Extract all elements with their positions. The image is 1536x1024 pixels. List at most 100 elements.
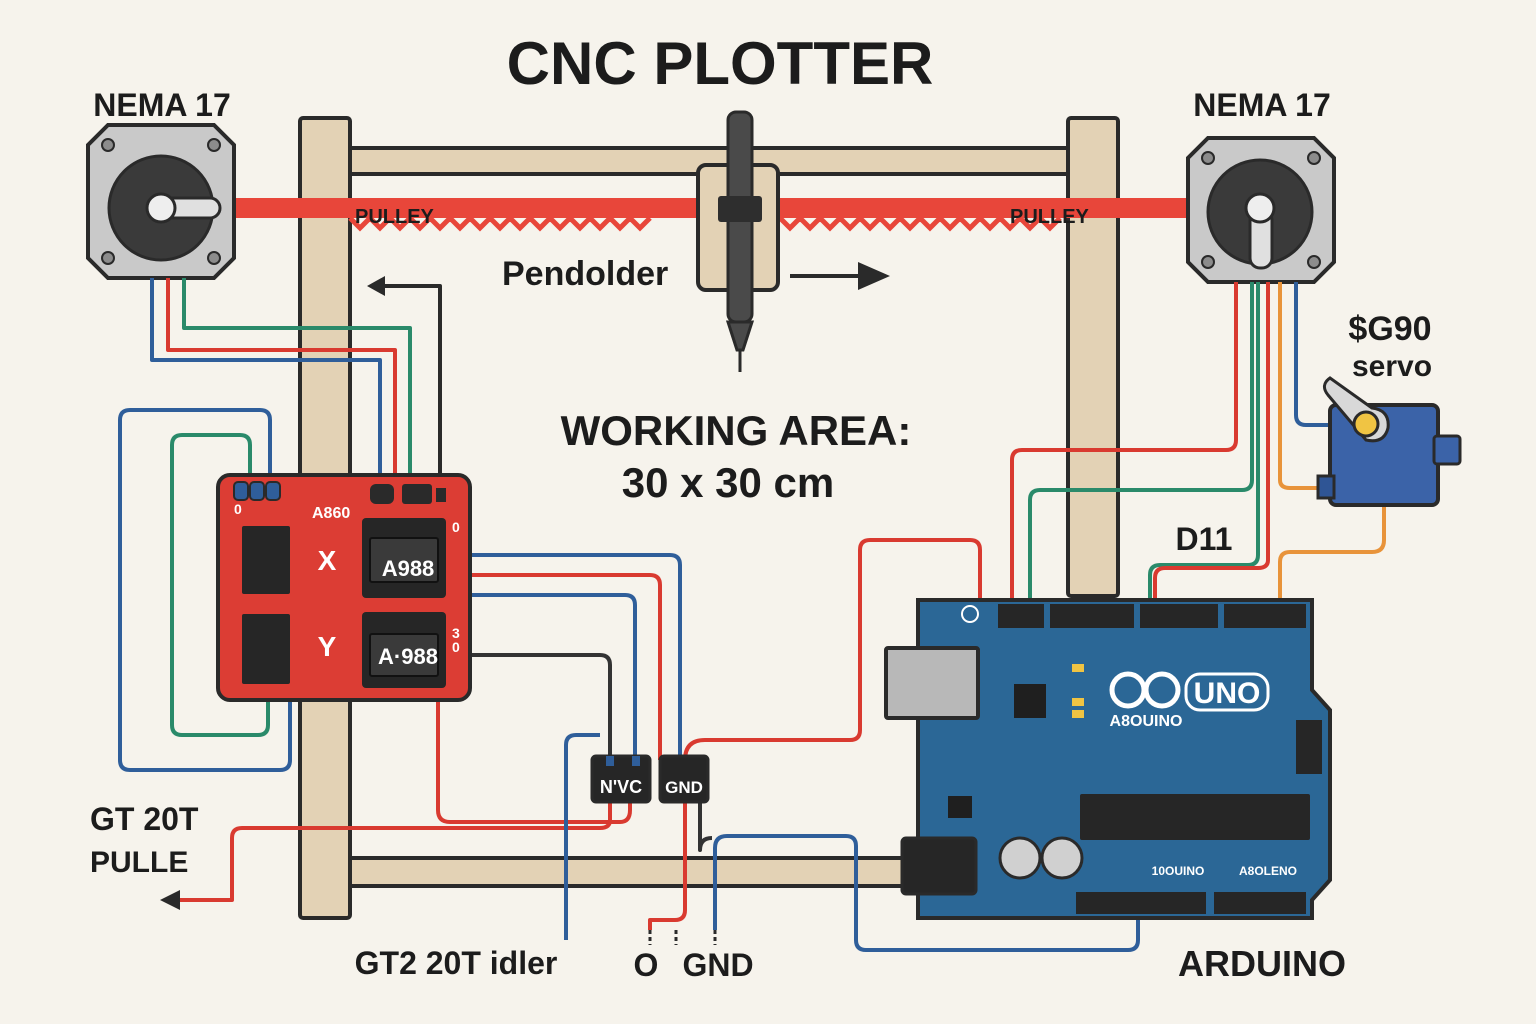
frame-bottom-rail [348, 856, 912, 888]
terminal-gnd-label: GND [665, 778, 703, 797]
wire-right-motor-green2 [1148, 282, 1260, 600]
driver-pin-low: 0 [452, 639, 460, 655]
driver-pot-3 [265, 481, 281, 501]
pen-holder: Pendolder [502, 110, 890, 372]
motor-right-screw-bl [1201, 255, 1215, 269]
driver-connector [402, 484, 432, 504]
motor-left-label: NEMA 17 [93, 87, 231, 123]
motor-right-screw-tr [1307, 151, 1321, 165]
arduino-led-2 [1072, 698, 1084, 706]
arduino-capacitor-1 [998, 836, 1042, 880]
wire-left-motor-green [182, 278, 412, 475]
arduino-uno-badge [1184, 672, 1270, 712]
driver-module-x-chip [369, 537, 439, 583]
servo-side [1316, 474, 1336, 500]
motor-right: NEMA 17 [1186, 87, 1336, 284]
terminal-vcc-pin-1 [606, 756, 614, 766]
wires [118, 276, 1386, 952]
o-label: O [634, 947, 659, 983]
wire-right-motor-red2 [1153, 282, 1270, 600]
gt-pulley-label-line2: PULLE [90, 846, 188, 879]
terminal-vcc-pin-2 [632, 756, 640, 766]
driver-module-y-chip [369, 633, 439, 677]
driver-module-y-label: A·988 [378, 644, 438, 669]
servo-label-line2: servo [1352, 350, 1432, 383]
terminal-vcc-label: N'VC [600, 777, 642, 797]
arduino-atmega-chip [1080, 794, 1310, 840]
wire-driver-blue-2 [460, 593, 637, 760]
belt-teeth [348, 214, 1062, 232]
wire-right-motor-red [1010, 282, 1238, 600]
arduino-usb-port [884, 646, 980, 720]
pulley-left-label: PULLEY [355, 206, 435, 228]
driver-board-label: A860 [312, 505, 350, 522]
motor-left-screw-bl [101, 251, 115, 265]
wire-servo-orange [1278, 282, 1330, 490]
wire-feed-arrow-icon [367, 276, 385, 296]
pen-holder-label: Pendolder [502, 255, 668, 293]
driver-cap [370, 484, 394, 504]
arduino-infinity-logo-icon [1109, 671, 1181, 709]
working-area-size: 30 x 30 cm [622, 459, 835, 506]
arduino-header-bottom-1 [1076, 892, 1206, 914]
arduino-bottom-left-label: 10OUINO [1152, 864, 1205, 878]
arduino-header-top-1 [998, 604, 1044, 628]
driver-x-axis-label: X [318, 545, 337, 576]
wire-arduino-bottom-blue [713, 834, 1140, 952]
working-area-title: WORKING AREA: [561, 407, 912, 454]
wire-driver-dark [460, 653, 612, 760]
arduino-small-chip [1014, 684, 1046, 718]
driver-socket-y [242, 614, 290, 684]
arduino-regulator [948, 796, 972, 818]
wire-left-motor-blue [150, 278, 382, 475]
wire-right-motor-green [1028, 282, 1254, 600]
wire-gnd-dark [698, 800, 713, 852]
frame-right-post [1066, 116, 1120, 598]
wire-driver-red-1 [460, 573, 662, 760]
driver-board: A860 0 X Y A988 A·988 0 3 0 [216, 473, 472, 702]
driver-y-axis-label: Y [318, 631, 337, 662]
gt-pulley-arrow-icon [160, 890, 180, 910]
wire-loop-blue [118, 408, 292, 772]
arduino-capacitor-2 [1040, 836, 1084, 880]
motor-right-hub [1244, 192, 1276, 224]
pen-tip [725, 320, 755, 352]
motor-left: NEMA 17 [86, 87, 236, 280]
gt-pulley-label-line1: GT 20T [90, 801, 199, 837]
idler-label: GT2 20T idler [355, 945, 558, 981]
driver-pin-left: 0 [234, 501, 242, 517]
motor-right-label: NEMA 17 [1193, 87, 1331, 123]
gnd-label: GND [682, 947, 753, 983]
power-terminals: N'VC GND [590, 754, 710, 804]
arduino-header-bottom-2 [1214, 892, 1306, 914]
page-title: CNC PLOTTER [507, 30, 934, 97]
driver-pin-mid: 3 [452, 625, 460, 641]
pen-clamp [718, 196, 762, 222]
arduino-header-top-3 [1140, 604, 1218, 628]
pen-direction-arrow-icon [858, 262, 890, 290]
pulley-right-label: PULLEY [1010, 206, 1090, 228]
wire-servo-orange-d11 [1278, 505, 1386, 600]
arduino-uno-label: UNO [1194, 677, 1261, 710]
arduino-reset-icon [961, 605, 979, 623]
motor-left-hub [145, 192, 177, 224]
servo-horn-hub [1352, 410, 1380, 438]
arduino-bottom-right-label: A8OLENO [1239, 864, 1297, 878]
arduino-led-1 [1072, 664, 1084, 672]
servo-tab [1432, 434, 1462, 466]
driver-pin-top: 0 [452, 519, 460, 535]
motor-left-screw-br [207, 251, 221, 265]
terminal-gnd [658, 754, 710, 804]
arduino-pin-d11-label: D11 [1176, 521, 1233, 557]
wire-driver-blue-1 [460, 553, 682, 760]
arduino-header-top-4 [1224, 604, 1306, 628]
servo: $G90 servo [1316, 310, 1462, 507]
arduino-board: UNO A8OUINO 10OUINO A8OLENO D11 ARDUINO [884, 521, 1346, 984]
arduino-icsp [1296, 720, 1322, 774]
arduino-led-3 [1072, 710, 1084, 718]
bottom-labels: GT 20T PULLE GT2 20T idler O GND [90, 801, 754, 983]
wire-driver-red-down [436, 690, 632, 824]
terminal-vcc [590, 754, 652, 804]
